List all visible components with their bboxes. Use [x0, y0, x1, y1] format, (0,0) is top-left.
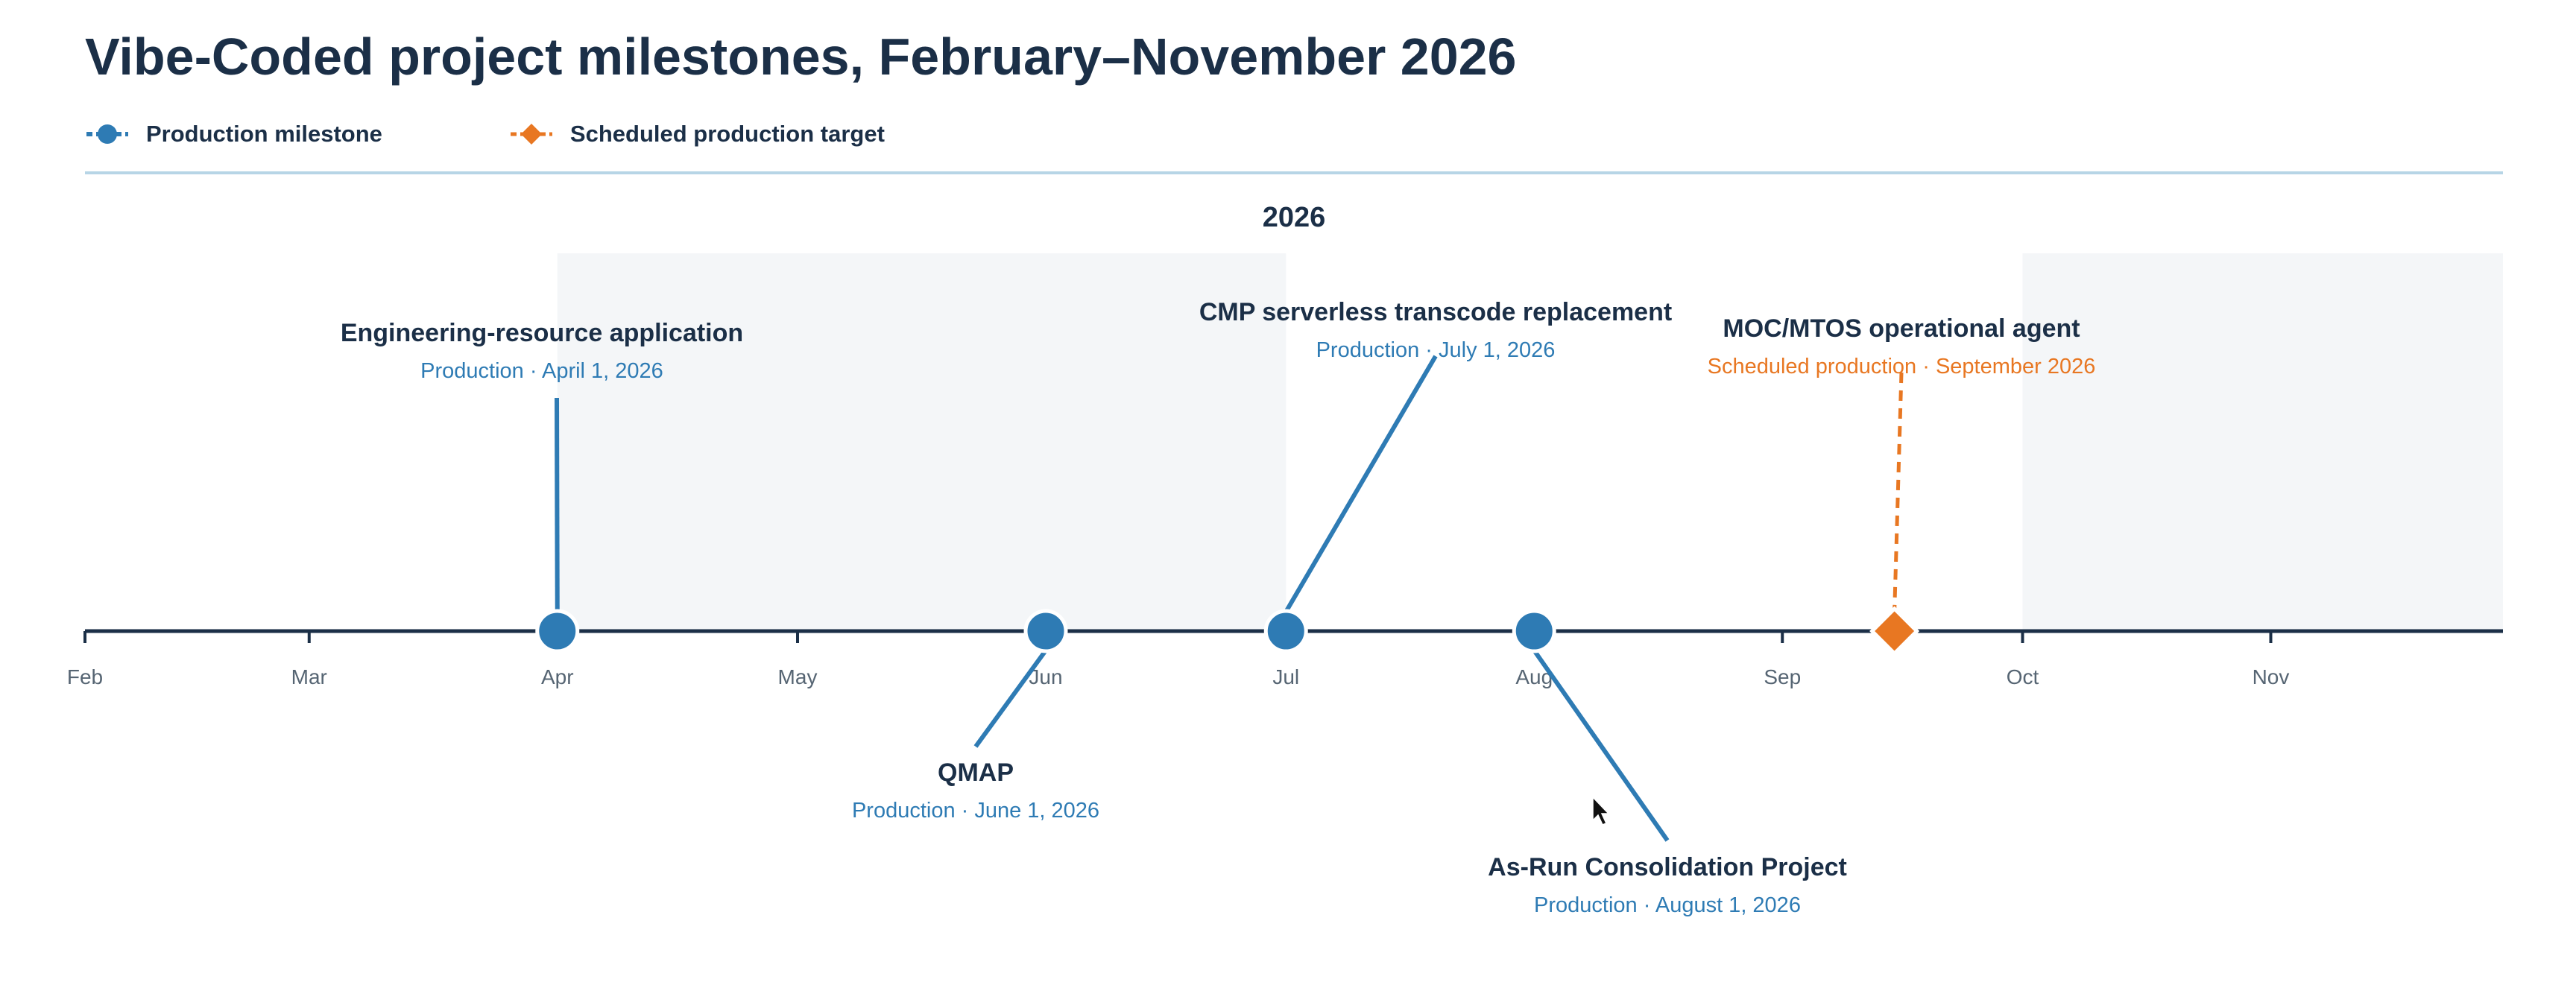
chart-title: Vibe-Coded project milestones, February–…: [85, 28, 1517, 86]
legend-milestone-marker-icon: [86, 124, 128, 144]
shaded-period-band: [2022, 253, 2503, 631]
event-title-moc-mtos-operational-agent: MOC/MTOS operational agent: [1723, 314, 2080, 343]
tick-label-jul: Jul: [1272, 665, 1299, 688]
legend-item-milestone: Production milestone: [85, 121, 382, 148]
leader-line-cmp-serverless-transcode-replacement: [1284, 355, 1438, 613]
event-detail-moc-mtos-operational-agent: Scheduled production · September 2026: [1708, 355, 2096, 379]
legend: Production milestone Scheduled productio…: [85, 119, 885, 149]
legend-item-target: Scheduled production target: [509, 121, 885, 148]
leader-line-engineering-resource-application: [555, 397, 560, 612]
milestone-marker-cmp-serverless-transcode-replacement: [1263, 609, 1308, 653]
legend-milestone-label: Production milestone: [146, 121, 382, 147]
event-title-engineering-resource-application: Engineering-resource application: [341, 319, 743, 347]
mouse-pointer-icon: [1592, 796, 1610, 826]
event-detail-engineering-resource-application: Production · April 1, 2026: [420, 359, 663, 383]
tick-label-mar: Mar: [291, 665, 327, 688]
tick-label-sep: Sep: [1764, 665, 1801, 688]
event-detail-as-run-consolidation-project: Production · August 1, 2026: [1534, 893, 1801, 917]
event-title-cmp-serverless-transcode-replacement: CMP serverless transcode replacement: [1199, 298, 1672, 326]
target-marker-moc-mtos-operational-agent: [1869, 606, 1920, 656]
milestone-marker-engineering-resource-application: [535, 609, 580, 653]
leader-line-qmap: [973, 649, 1048, 748]
leader-line-moc-mtos-operational-agent: [1892, 372, 1904, 612]
tick-label-may: May: [778, 665, 818, 688]
shaded-period-band: [557, 253, 1287, 631]
header-divider: [85, 171, 2503, 174]
event-title-as-run-consolidation-project: As-Run Consolidation Project: [1488, 853, 1847, 881]
milestone-marker-as-run-consolidation-project: [1512, 609, 1556, 653]
event-title-qmap: QMAP: [938, 758, 1014, 787]
event-detail-cmp-serverless-transcode-replacement: Production · July 1, 2026: [1316, 338, 1556, 362]
legend-target-label: Scheduled production target: [569, 121, 885, 147]
legend-target-marker-icon: [510, 124, 552, 145]
tick-label-feb: Feb: [67, 665, 103, 688]
year-label: 2026: [1263, 202, 1326, 233]
milestone-marker-qmap: [1023, 609, 1068, 653]
event-detail-qmap: Production · June 1, 2026: [852, 799, 1099, 823]
tick-label-nov: Nov: [2253, 665, 2290, 688]
tick-label-apr: Apr: [541, 665, 574, 688]
tick-label-oct: Oct: [2007, 665, 2039, 688]
leader-line-as-run-consolidation-project: [1532, 649, 1670, 842]
